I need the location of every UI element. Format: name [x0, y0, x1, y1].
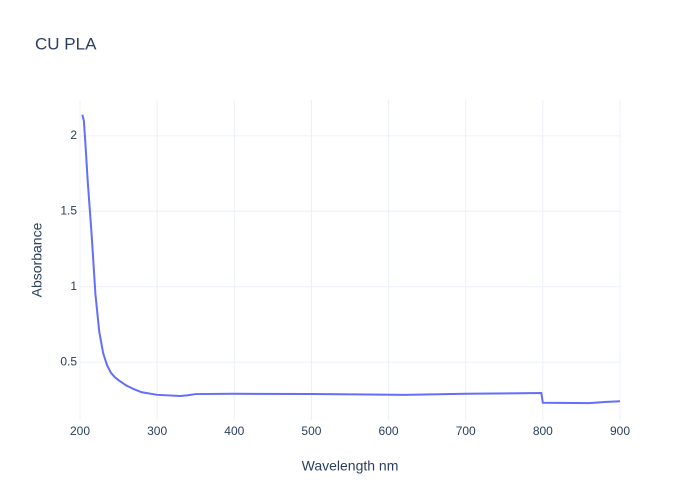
x-tick-label: 300	[147, 424, 167, 438]
data-line	[81, 114, 621, 405]
y-tick-label: 1	[70, 279, 77, 293]
y-tick-label: 2	[70, 128, 77, 142]
x-tick-label: 200	[70, 424, 90, 438]
x-tick-label: 400	[224, 424, 244, 438]
x-tick-label: 700	[456, 424, 476, 438]
y-axis-title: Absorbance	[29, 222, 45, 297]
x-tick-label: 800	[533, 424, 553, 438]
x-tick-label: 500	[301, 424, 321, 438]
x-tick-label: 600	[379, 424, 399, 438]
y-tick-label: 0.5	[60, 354, 77, 368]
x-tick-label: 900	[610, 424, 630, 438]
y-tick-label: 1.5	[60, 203, 77, 217]
x-axis-title: Wavelength nm	[302, 458, 399, 474]
chart-title: CU PLA	[35, 34, 97, 53]
